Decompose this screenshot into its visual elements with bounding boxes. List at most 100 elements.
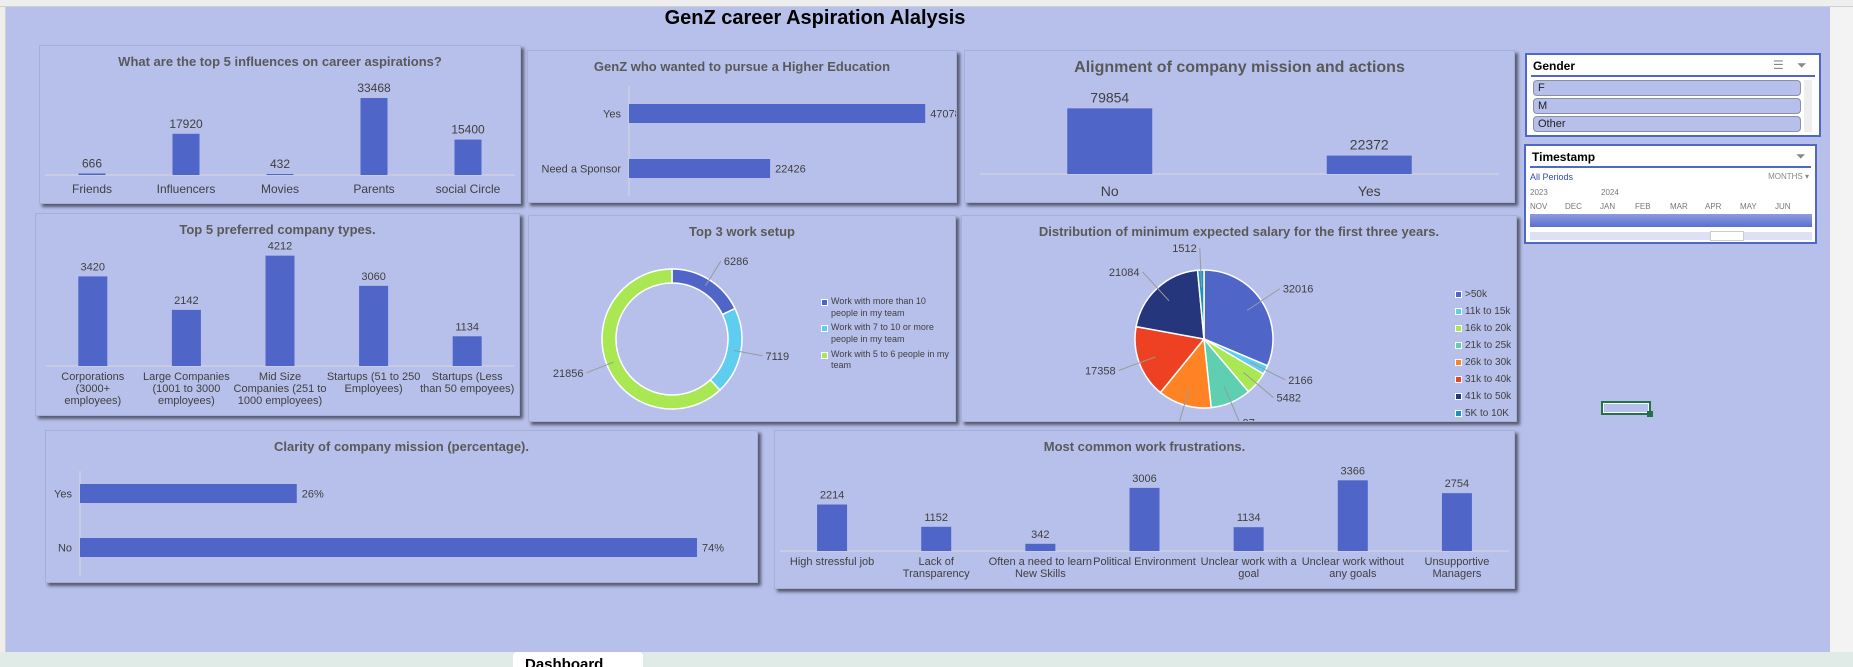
divider bbox=[1530, 166, 1811, 168]
data-label: 3366 bbox=[1341, 465, 1365, 477]
legend: Work with more than 10 people in my team… bbox=[821, 296, 951, 375]
data-label: 2214 bbox=[820, 490, 844, 502]
slicer-scrollbar[interactable] bbox=[1804, 80, 1812, 132]
slice bbox=[601, 268, 721, 410]
bar bbox=[265, 255, 295, 366]
gender-slicer-title: Gender bbox=[1533, 59, 1576, 73]
data-label: 79854 bbox=[1090, 89, 1129, 105]
category-label: employees) bbox=[64, 395, 121, 407]
timeline-scroll-thumb[interactable] bbox=[1710, 231, 1744, 241]
leader-line bbox=[1246, 288, 1281, 311]
legend-swatch bbox=[1455, 291, 1462, 298]
timeline-bar[interactable] bbox=[1530, 214, 1812, 227]
timeline-month[interactable]: FEB bbox=[1635, 202, 1651, 211]
clear-filter-icon[interactable]: ⏷ bbox=[1797, 58, 1807, 72]
legend-swatch bbox=[1455, 410, 1462, 417]
leader-line bbox=[1243, 371, 1274, 399]
timeline-title: Timestamp bbox=[1532, 150, 1596, 164]
bar bbox=[359, 285, 389, 366]
timeline-month[interactable]: DEC bbox=[1565, 202, 1582, 211]
chart-alignment[interactable]: Alignment of company mission and actions… bbox=[964, 50, 1515, 203]
category-label: any goals bbox=[1329, 568, 1377, 580]
data-label: 1134 bbox=[455, 321, 479, 333]
category-label: social Circle bbox=[436, 182, 501, 196]
time-level-dropdown[interactable]: MONTHS ▾ bbox=[1768, 172, 1809, 181]
data-label: 2166 bbox=[1288, 375, 1312, 387]
category-label: Influencers bbox=[157, 182, 216, 196]
data-label: 1152 bbox=[924, 512, 948, 524]
timeline-scrollbar[interactable] bbox=[1530, 231, 1812, 241]
multi-select-icon[interactable]: ☰ bbox=[1773, 58, 1784, 72]
legend-item: Work with more than 10 people in my team bbox=[821, 296, 951, 319]
timeline-month[interactable]: MAY bbox=[1740, 202, 1757, 211]
legend-swatch bbox=[1455, 342, 1462, 349]
category-label: Unclear work without bbox=[1302, 556, 1404, 568]
chart-plot: 47078 Yes 22426 Need a Sponsor bbox=[542, 86, 956, 196]
data-label: 22426 bbox=[775, 164, 806, 176]
timeline-month[interactable]: JAN bbox=[1600, 202, 1616, 211]
data-label: 7119 bbox=[765, 351, 789, 363]
gender-item-m[interactable]: M bbox=[1533, 98, 1801, 114]
chart-plot: 26% Yes 74% No bbox=[54, 471, 724, 576]
sheet-tab-dashboard[interactable]: Dashboard bbox=[513, 652, 643, 667]
timeline-month[interactable]: JUN bbox=[1775, 202, 1791, 211]
category-label: Movies bbox=[261, 182, 299, 196]
category-label: (3000+ bbox=[76, 383, 111, 395]
category-label: Parents bbox=[353, 182, 394, 196]
chart-work-setup[interactable]: Top 3 work setup 6286 7119 21856 Work with m… bbox=[528, 215, 956, 422]
legend-label: Work with more than 10 people in my team bbox=[831, 296, 926, 318]
clear-filter-icon[interactable]: ⏷ bbox=[1796, 149, 1806, 163]
chart-influences[interactable]: What are the top 5 influences on career … bbox=[39, 45, 521, 204]
bar bbox=[1233, 527, 1264, 551]
data-label: 6286 bbox=[724, 256, 748, 268]
chart-clarity[interactable]: Clarity of company mission (percentage).… bbox=[45, 430, 758, 583]
leader-line bbox=[705, 260, 722, 286]
data-label: 3060 bbox=[361, 271, 385, 283]
legend-swatch bbox=[1455, 308, 1462, 315]
gender-item-f[interactable]: F bbox=[1533, 80, 1801, 96]
legend-item: 11k to 15k bbox=[1455, 305, 1515, 318]
legend-swatch bbox=[821, 325, 828, 333]
chart-title: Most common work frustrations. bbox=[1043, 439, 1246, 454]
bar bbox=[78, 276, 108, 366]
category-label: Yes bbox=[1358, 183, 1381, 199]
divider bbox=[1531, 75, 1815, 77]
legend-label: 11k to 15k bbox=[1465, 306, 1511, 317]
category-label: Often a need to learn bbox=[989, 556, 1092, 568]
bar bbox=[1326, 155, 1412, 174]
data-label: 22372 bbox=[1350, 137, 1389, 153]
data-label: 21084 bbox=[1109, 267, 1140, 279]
legend-swatch bbox=[1455, 393, 1462, 400]
gender-item-other[interactable]: Other bbox=[1533, 116, 1801, 132]
bar bbox=[172, 133, 200, 175]
chart-title: GenZ who wanted to pursue a Higher Educa… bbox=[593, 59, 891, 74]
timeline-month[interactable]: MAR bbox=[1670, 202, 1688, 211]
data-label: 97… bbox=[1243, 418, 1266, 421]
timeline-month[interactable]: NOV bbox=[1530, 202, 1548, 211]
category-label: High stressful job bbox=[790, 556, 874, 568]
category-label: than 50 empoyees) bbox=[420, 383, 514, 395]
chart-salary[interactable]: Distribution of minimum expected salary … bbox=[961, 215, 1517, 422]
chart-title: Clarity of company mission (percentage). bbox=[273, 439, 529, 454]
all-periods-label: All Periods bbox=[1530, 172, 1574, 182]
legend-swatch bbox=[1455, 359, 1462, 366]
bar bbox=[629, 104, 926, 123]
timestamp-timeline[interactable]: Timestamp ⏷ All Periods MONTHS ▾ 2023 20… bbox=[1524, 144, 1817, 244]
leader-line bbox=[1179, 388, 1190, 421]
legend: >50k 11k to 15k 16k to 20k 21k to 25k 26k to… bbox=[1455, 288, 1515, 424]
data-label: 21856 bbox=[553, 368, 584, 380]
slice bbox=[1135, 269, 1205, 340]
data-label: 33468 bbox=[357, 81, 391, 95]
category-label: Transparency bbox=[903, 568, 970, 580]
data-label: 666 bbox=[82, 156, 102, 170]
chart-company-types[interactable]: Top 5 preferred company types. 3420 Corpor… bbox=[35, 213, 520, 416]
chart-higher-education[interactable]: GenZ who wanted to pursue a Higher Educa… bbox=[527, 50, 957, 203]
chart-frustrations[interactable]: Most common work frustrations. 2214 High s… bbox=[774, 430, 1515, 589]
timeline-month[interactable]: APR bbox=[1705, 202, 1722, 211]
gender-slicer[interactable]: Gender ☰ ⏷ F M Other bbox=[1525, 53, 1821, 137]
selected-cell[interactable] bbox=[1601, 401, 1653, 417]
bar bbox=[1025, 543, 1056, 551]
category-label: Unclear work with a bbox=[1201, 556, 1298, 568]
category-label: Political Environment bbox=[1093, 556, 1196, 568]
slice bbox=[671, 268, 737, 316]
